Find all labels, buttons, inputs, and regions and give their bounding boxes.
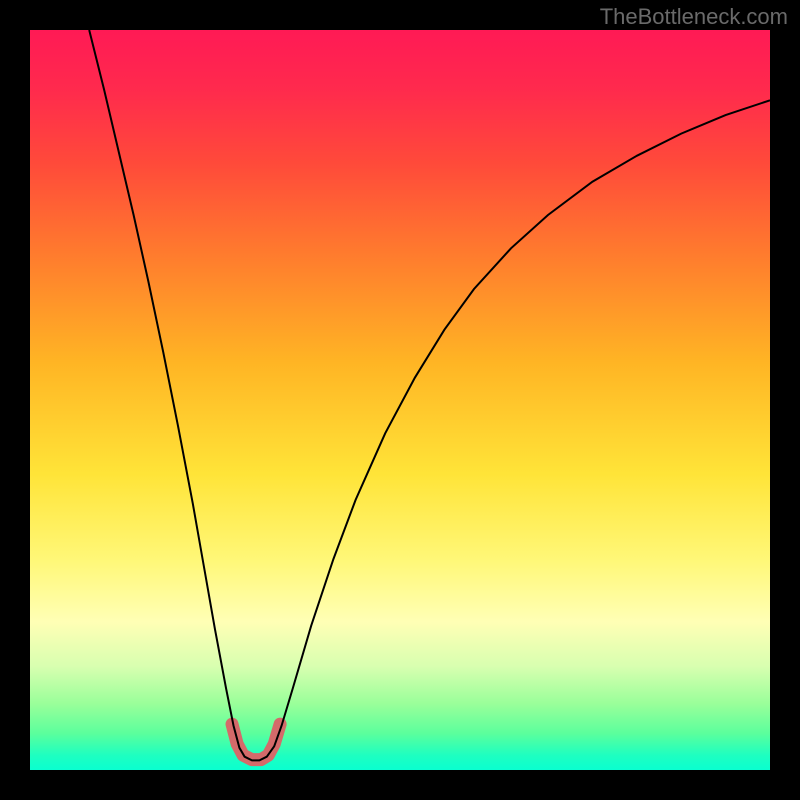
curve-layer <box>30 30 770 770</box>
trough-accent <box>232 724 280 760</box>
watermark-text: TheBottleneck.com <box>600 4 788 30</box>
chart-region <box>30 30 770 770</box>
bottleneck-curve <box>89 30 770 760</box>
